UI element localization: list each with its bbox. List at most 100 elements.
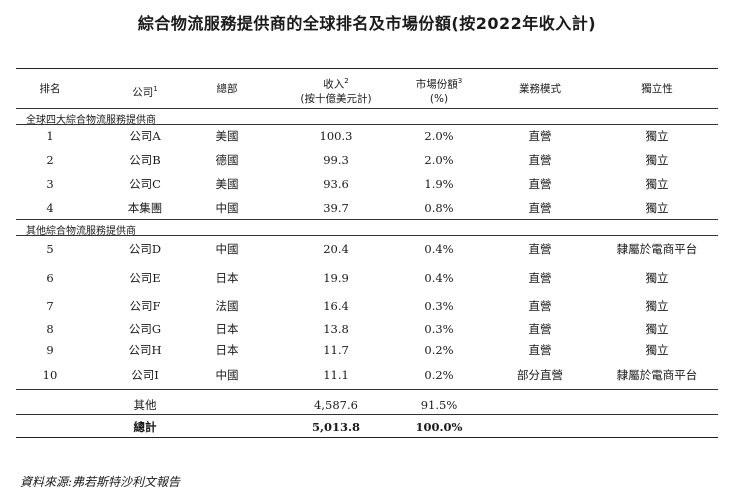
cell-share: 0.2%: [424, 343, 454, 357]
header-share: 市場份額3 (%): [415, 77, 463, 105]
header-rule: [16, 108, 718, 109]
cell-rank: 1: [46, 129, 54, 143]
others-row: 其他 4,587.6 91.5%: [16, 398, 718, 420]
cell-company: 本集團: [127, 201, 163, 215]
cell-share: 0.4%: [424, 271, 454, 285]
cell-revenue: 39.7: [323, 201, 349, 215]
cell-revenue: 20.4: [323, 242, 349, 256]
cell-model: 直營: [528, 242, 552, 256]
cell-revenue: 13.8: [323, 322, 349, 336]
header-company: 公司1: [132, 85, 158, 99]
cell-rank: 9: [46, 343, 54, 357]
cell-share: 0.8%: [424, 201, 454, 215]
cell-hq: 法國: [215, 299, 239, 313]
table-row: 8 公司G 日本 13.8 0.3% 直營 獨立: [16, 322, 718, 344]
header-revenue: 收入2 (按十億美元計): [300, 77, 372, 105]
cell-rank: 5: [46, 242, 54, 256]
table-row: 3 公司C 美國 93.6 1.9% 直營 獨立: [16, 177, 718, 199]
cell-company: 公司B: [129, 153, 161, 167]
cell-model: 直營: [528, 129, 552, 143]
cell-independence: 隸屬於電商平台: [616, 368, 698, 382]
cell-share: 0.3%: [424, 299, 454, 313]
section-others: 其他綜合物流服務提供商: [26, 226, 136, 237]
cell-rank: 2: [46, 153, 54, 167]
header-rank: 排名: [39, 83, 61, 95]
cell-independence: 獨立: [645, 299, 669, 313]
cell-independence: 獨立: [645, 271, 669, 285]
cell-company: 公司E: [129, 271, 161, 285]
cell-revenue: 19.9: [323, 271, 349, 285]
table-bottom-rule: [16, 437, 718, 438]
cell-company: 公司F: [129, 299, 161, 313]
cell-model: 直營: [528, 271, 552, 285]
cell-company: 公司H: [128, 343, 162, 357]
cell-independence: 獨立: [645, 322, 669, 336]
cell-independence: 獨立: [645, 129, 669, 143]
total-revenue: 5,013.8: [311, 420, 361, 434]
cell-model: 直營: [528, 343, 552, 357]
total-rule: [16, 414, 718, 415]
cell-hq: 中國: [215, 201, 239, 215]
table-row: 10 公司I 中國 11.1 0.2% 部分直營 隸屬於電商平台: [16, 368, 718, 390]
cell-rank: 4: [46, 201, 54, 215]
header-model: 業務模式: [519, 83, 561, 95]
page-title: 綜合物流服務提供商的全球排名及市場份額(按2022年收入計): [137, 14, 597, 33]
header-independence: 獨立性: [641, 83, 673, 95]
cell-share: 1.9%: [424, 177, 454, 191]
total-row: 總計 5,013.8 100.0%: [16, 420, 718, 442]
cell-company: 公司D: [128, 242, 162, 256]
cell-revenue: 100.3: [319, 129, 353, 143]
section-rule: [16, 235, 718, 236]
cell-revenue: 11.7: [323, 343, 349, 357]
source-note: 資料來源:弗若斯特沙利文報告: [20, 475, 181, 489]
cell-revenue: 93.6: [323, 177, 349, 191]
table-row: 7 公司F 法國 16.4 0.3% 直營 獨立: [16, 299, 718, 321]
cell-hq: 德國: [215, 153, 239, 167]
total-share: 100.0%: [415, 420, 463, 434]
cell-share: 0.4%: [424, 242, 454, 256]
cell-company: 公司C: [129, 177, 161, 191]
cell-revenue: 99.3: [323, 153, 349, 167]
cell-model: 直營: [528, 177, 552, 191]
cell-hq: 美國: [215, 129, 239, 143]
cell-rank: 6: [46, 271, 54, 285]
table-row: 9 公司H 日本 11.7 0.2% 直營 獨立: [16, 343, 718, 365]
table-top-rule: [16, 68, 718, 69]
cell-revenue: 11.1: [323, 368, 349, 382]
cell-model: 直營: [528, 322, 552, 336]
cell-rank: 7: [46, 299, 54, 313]
header-hq: 總部: [216, 83, 238, 95]
others-revenue: 4,587.6: [314, 398, 358, 412]
others-rule: [16, 389, 718, 390]
table-row: 1 公司A 美國 100.3 2.0% 直營 獨立: [16, 129, 718, 151]
section-rule: [16, 219, 718, 220]
others-share: 91.5%: [420, 398, 458, 412]
cell-independence: 隸屬於電商平台: [616, 242, 698, 256]
section-rule: [16, 124, 718, 125]
total-label: 總計: [133, 420, 157, 434]
cell-share: 2.0%: [424, 153, 454, 167]
cell-rank: 8: [46, 322, 54, 336]
table-row: 2 公司B 德國 99.3 2.0% 直營 獨立: [16, 153, 718, 175]
section-top-four: 全球四大綜合物流服務提供商: [26, 115, 156, 126]
cell-independence: 獨立: [645, 177, 669, 191]
cell-company: 公司I: [131, 368, 159, 382]
cell-share: 0.3%: [424, 322, 454, 336]
table-row: 6 公司E 日本 19.9 0.4% 直營 獨立: [16, 271, 718, 293]
cell-independence: 獨立: [645, 153, 669, 167]
table-header: 排名 公司1 總部 收入2 (按十億美元計) 市場份額3 (%) 業務模式 獨立…: [16, 74, 718, 106]
cell-hq: 日本: [215, 322, 239, 336]
cell-company: 公司G: [128, 322, 162, 336]
cell-company: 公司A: [129, 129, 161, 143]
table-row: 5 公司D 中國 20.4 0.4% 直營 隸屬於電商平台: [16, 242, 718, 264]
cell-model: 直營: [528, 299, 552, 313]
cell-hq: 中國: [215, 368, 239, 382]
cell-independence: 獨立: [645, 201, 669, 215]
cell-rank: 3: [46, 177, 54, 191]
others-label: 其他: [133, 398, 157, 412]
cell-model: 直營: [528, 201, 552, 215]
cell-hq: 中國: [215, 242, 239, 256]
cell-hq: 日本: [215, 271, 239, 285]
cell-hq: 美國: [215, 177, 239, 191]
cell-hq: 日本: [215, 343, 239, 357]
